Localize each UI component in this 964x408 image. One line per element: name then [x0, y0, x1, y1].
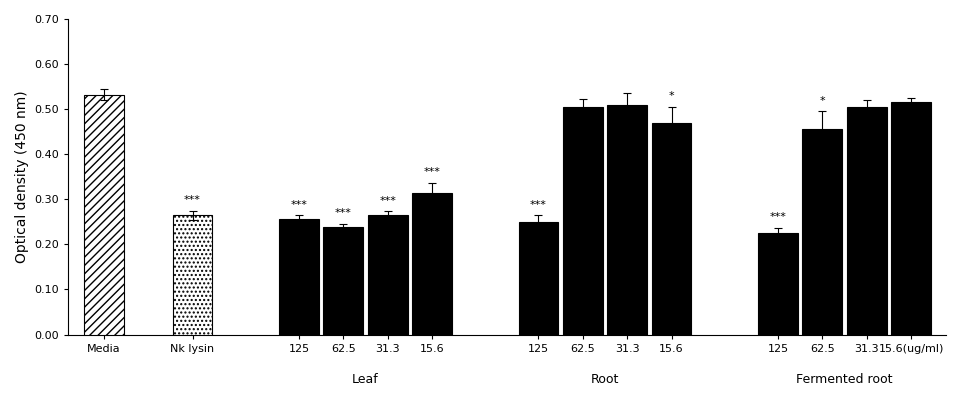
Bar: [802, 129, 843, 335]
Text: ***: ***: [290, 200, 308, 210]
Bar: [891, 102, 931, 335]
Text: ***: ***: [769, 212, 787, 222]
Text: ***: ***: [423, 167, 441, 177]
Text: ***: ***: [530, 200, 547, 210]
Text: ***: ***: [379, 196, 396, 206]
Bar: [846, 107, 887, 335]
Bar: [652, 123, 691, 335]
Bar: [323, 227, 363, 335]
Bar: [279, 219, 319, 335]
Bar: [519, 222, 558, 335]
Text: ***: ***: [335, 208, 352, 218]
Bar: [412, 193, 452, 335]
Text: Leaf: Leaf: [352, 373, 379, 386]
Bar: [367, 215, 408, 335]
Bar: [563, 107, 602, 335]
Text: Root: Root: [591, 373, 619, 386]
Y-axis label: Optical density (450 nm): Optical density (450 nm): [15, 91, 29, 263]
Bar: [607, 104, 647, 335]
Bar: [84, 95, 123, 335]
Bar: [173, 215, 212, 335]
Bar: [758, 233, 798, 335]
Text: Fermented root: Fermented root: [796, 373, 893, 386]
Text: *: *: [669, 91, 675, 102]
Text: ***: ***: [184, 195, 201, 205]
Text: *: *: [819, 96, 825, 106]
